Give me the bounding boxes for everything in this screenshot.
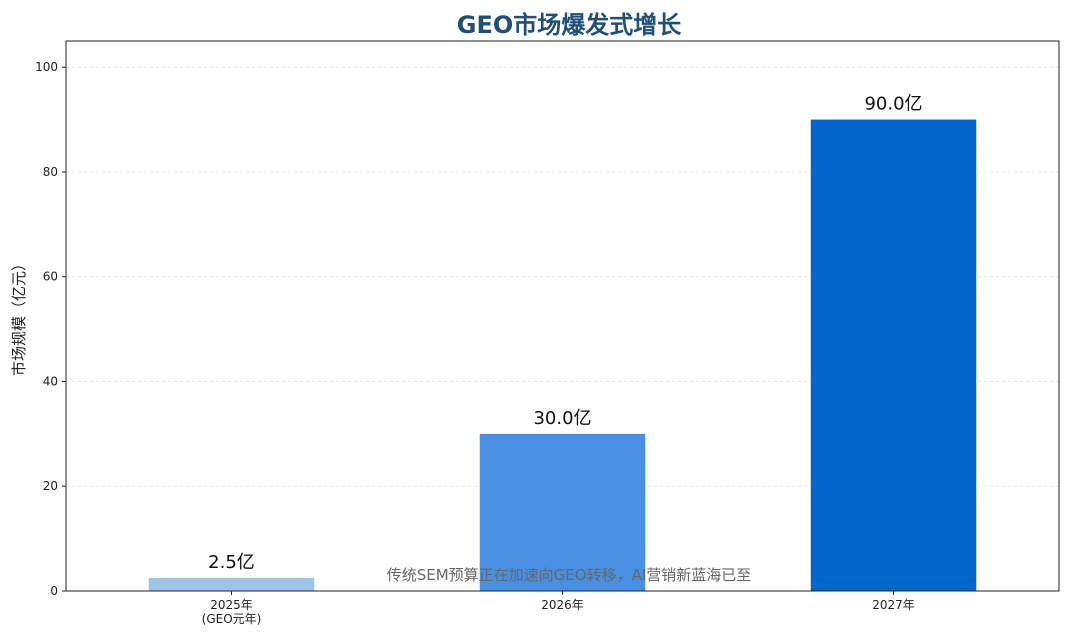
bar (810, 119, 977, 592)
y-tick-label: 20 (43, 479, 58, 493)
data-label: 90.0亿 (864, 94, 922, 115)
chart-title: GEO市场爆发式增长 (457, 11, 682, 39)
data-labels: 2.5亿 30.0亿 90.0亿 (208, 94, 922, 573)
x-tick-label: 2025年 (210, 598, 253, 612)
data-label: 2.5亿 (208, 552, 255, 573)
x-tick-label: 2026年 (541, 598, 584, 612)
y-tick-label: 40 (43, 374, 58, 388)
data-label: 30.0亿 (533, 408, 591, 429)
x-tick-label: (GEO元年) (202, 612, 262, 626)
y-tick-label: 60 (43, 270, 58, 284)
y-axis-label: 市场规模（亿元） (10, 256, 28, 376)
chart-annotation: 传统SEM预算正在加速向GEO转移，AI营销新蓝海已至 (387, 566, 752, 584)
x-tick-label: 2027年 (872, 598, 915, 612)
y-axis-ticks: 0 20 40 60 80 100 (35, 60, 66, 598)
bars (148, 119, 977, 592)
bar (148, 577, 315, 591)
y-tick-label: 80 (43, 165, 58, 179)
plot-frame (65, 40, 1060, 592)
x-axis-ticks: 2025年(GEO元年) 2026年 2027年 (202, 591, 915, 626)
y-tick-label: 0 (50, 584, 58, 598)
bar (479, 433, 646, 591)
y-tick-label: 100 (35, 60, 58, 74)
